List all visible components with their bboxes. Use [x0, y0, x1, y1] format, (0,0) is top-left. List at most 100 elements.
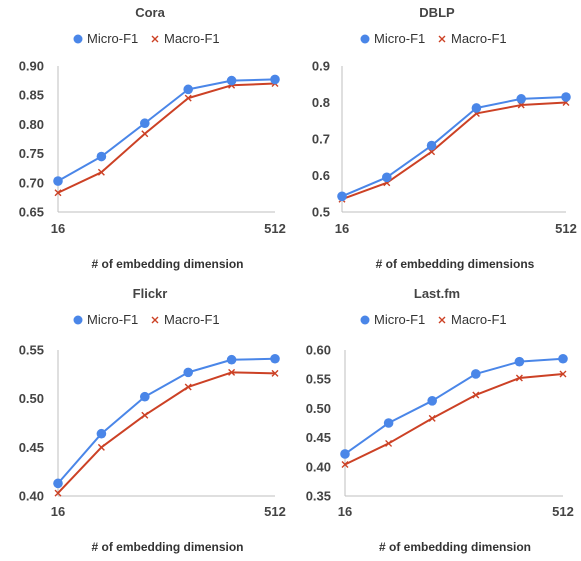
- data-point-micro-f1: [140, 118, 150, 129]
- y-tick-label: 0.50: [306, 401, 331, 416]
- y-tick-label: 0.80: [19, 117, 44, 132]
- y-tick-label: 0.50: [19, 391, 44, 406]
- chart-title: DBLP: [419, 5, 455, 20]
- chart-panel-2: DBLP Micro-F1 Macro-F1 0.5 0.6 0.7 0.8 0.9 16 512…: [312, 5, 577, 271]
- x-tick-label: 16: [335, 221, 349, 236]
- legend: Micro-F1 Macro-F1: [360, 31, 507, 46]
- data-point-macro-f1: [271, 369, 279, 377]
- chart-title: Cora: [135, 5, 165, 20]
- y-tick-label: 0.7: [312, 132, 330, 147]
- x-axis-label: # of embedding dimensions: [376, 257, 535, 271]
- legend-marker-micro: [73, 34, 83, 44]
- legend-marker-micro: [73, 315, 83, 325]
- data-point-micro-f1: [96, 151, 107, 162]
- data-point-micro-f1: [561, 92, 571, 102]
- data-point-macro-f1: [184, 383, 192, 391]
- data-point-macro-f1: [228, 368, 236, 376]
- legend-label-macro: Macro-F1: [164, 312, 220, 327]
- legend: Micro-F1 Macro-F1: [73, 31, 220, 46]
- legend-marker-macro: [438, 35, 446, 43]
- chart-panel-1: Cora Micro-F1 Macro-F1 0.65 0.70 0.75 0.80 0.85…: [19, 5, 286, 271]
- data-point-micro-f1: [471, 103, 482, 113]
- legend-marker-micro: [360, 315, 370, 325]
- legend-label-macro: Macro-F1: [451, 312, 507, 327]
- y-tick-label: 0.55: [306, 372, 331, 387]
- y-tick-label: 0.6: [312, 168, 330, 183]
- data-point-macro-f1: [341, 460, 349, 468]
- data-point-macro-f1: [97, 443, 105, 451]
- y-tick-label: 0.85: [19, 88, 44, 103]
- data-point-micro-f1: [270, 353, 280, 364]
- data-point-micro-f1: [471, 369, 481, 379]
- data-point-macro-f1: [141, 411, 149, 419]
- legend: Micro-F1 Macro-F1: [73, 312, 220, 327]
- series-line-macro-f1: [341, 101, 567, 201]
- data-point-macro-f1: [141, 130, 149, 138]
- data-point-micro-f1: [53, 176, 63, 186]
- data-point-macro-f1: [428, 414, 436, 422]
- y-tick-label: 0.35: [306, 489, 331, 504]
- data-point-micro-f1: [53, 478, 63, 489]
- series-line-micro-f1: [344, 357, 564, 455]
- chart-panel-4: Last.fm Micro-F1 Macro-F1 0.35 0.40 0.45 0.50 0…: [306, 286, 574, 554]
- legend-label-micro: Micro-F1: [87, 312, 138, 327]
- y-tick-label: 0.40: [19, 489, 44, 504]
- legend-marker-macro: [151, 35, 159, 43]
- data-point-micro-f1: [514, 356, 525, 367]
- x-tick-label: 16: [51, 504, 65, 519]
- legend-marker-macro: [151, 316, 159, 324]
- legend-label-micro: Micro-F1: [374, 312, 425, 327]
- data-point-macro-f1: [54, 189, 62, 197]
- series-line-micro-f1: [57, 78, 276, 182]
- series-line-macro-f1: [57, 82, 276, 194]
- chart-title: Flickr: [133, 286, 168, 301]
- x-tick-label: 512: [552, 504, 574, 519]
- y-tick-label: 0.75: [19, 146, 44, 161]
- data-point-macro-f1: [385, 439, 393, 447]
- y-tick-label: 0.5: [312, 205, 330, 220]
- x-tick-label: 512: [555, 221, 577, 236]
- x-axis-label: # of embedding dimension: [379, 540, 531, 554]
- y-tick-label: 0.65: [19, 205, 44, 220]
- x-axis-label: # of embedding dimension: [91, 257, 243, 271]
- legend-label-macro: Macro-F1: [451, 31, 507, 46]
- legend: Micro-F1 Macro-F1: [360, 312, 507, 327]
- y-tick-label: 0.70: [19, 175, 44, 190]
- data-point-micro-f1: [96, 428, 107, 439]
- data-point-macro-f1: [54, 489, 62, 497]
- data-point-micro-f1: [183, 84, 193, 95]
- y-tick-label: 0.60: [306, 343, 331, 358]
- y-tick-label: 0.55: [19, 343, 44, 358]
- legend-label-micro: Micro-F1: [87, 31, 138, 46]
- data-point-macro-f1: [472, 391, 480, 399]
- y-tick-label: 0.90: [19, 59, 44, 74]
- series-line-macro-f1: [344, 372, 564, 466]
- data-point-micro-f1: [226, 75, 237, 86]
- x-tick-label: 16: [338, 504, 352, 519]
- y-tick-label: 0.9: [312, 59, 330, 74]
- data-point-micro-f1: [382, 172, 392, 183]
- data-point-micro-f1: [516, 94, 526, 104]
- data-point-micro-f1: [427, 396, 438, 406]
- series-line-micro-f1: [57, 357, 276, 485]
- y-tick-label: 0.45: [306, 430, 331, 445]
- data-point-macro-f1: [97, 168, 105, 176]
- data-point-micro-f1: [183, 367, 193, 378]
- data-point-micro-f1: [426, 140, 437, 151]
- data-point-macro-f1: [559, 370, 567, 378]
- x-tick-label: 512: [264, 504, 286, 519]
- chart-title: Last.fm: [414, 286, 460, 301]
- legend-marker-micro: [360, 34, 370, 44]
- data-point-macro-f1: [515, 374, 523, 382]
- y-tick-label: 0.8: [312, 95, 330, 110]
- x-tick-label: 512: [264, 221, 286, 236]
- legend-label-micro: Micro-F1: [374, 31, 425, 46]
- data-point-micro-f1: [270, 74, 280, 85]
- x-tick-label: 16: [51, 221, 65, 236]
- data-point-micro-f1: [383, 418, 394, 428]
- legend-label-macro: Macro-F1: [164, 31, 220, 46]
- x-axis-label: # of embedding dimension: [91, 540, 243, 554]
- data-point-micro-f1: [337, 191, 347, 202]
- data-point-micro-f1: [140, 391, 150, 402]
